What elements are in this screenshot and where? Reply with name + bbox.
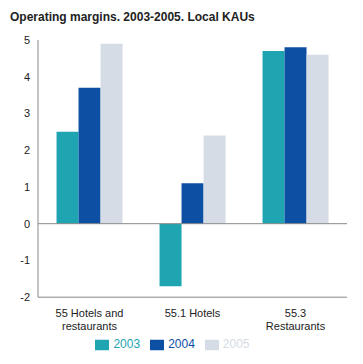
html-text:2004: 2004: [168, 337, 195, 352]
svg-text:5: 5: [24, 34, 30, 46]
svg-text:4: 4: [24, 71, 30, 83]
svg-text:55 Hotels andrestaurants: 55 Hotels andrestaurants: [56, 307, 124, 332]
svg-text:1: 1: [24, 181, 30, 193]
svg-text:55.3Restaurants: 55.3Restaurants: [266, 307, 326, 332]
svg-text:3: 3: [24, 107, 30, 119]
svg-text:2: 2: [24, 144, 30, 156]
svg-text:0: 0: [24, 218, 30, 230]
html-text:2003: 2003: [113, 337, 141, 352]
html-text:2005: 2005: [222, 337, 250, 352]
svg-text:-1: -1: [20, 254, 30, 266]
svg-text:55.1 Hotels: 55.1 Hotels: [165, 307, 221, 319]
svg-text:-2: -2: [20, 291, 30, 303]
html-text:Operating margins. 2003-2005.: Operating margins. 2003-2005. Local KAUs: [10, 10, 255, 24]
